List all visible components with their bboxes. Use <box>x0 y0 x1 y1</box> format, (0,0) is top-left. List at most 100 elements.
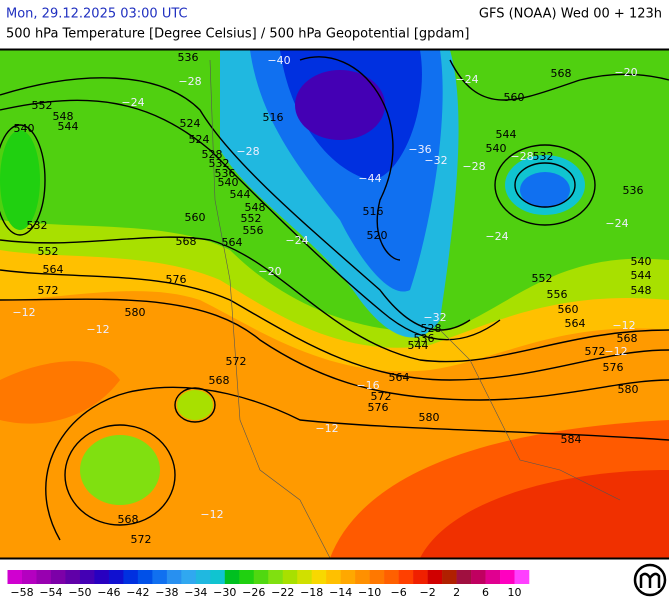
height-label: 540 <box>218 176 239 189</box>
colorbar-swatch <box>94 570 110 584</box>
height-label: 568 <box>551 67 572 80</box>
colorbar-label: −58 <box>10 586 33 599</box>
colorbar-swatch <box>210 570 226 584</box>
colorbar-swatch <box>326 570 341 584</box>
colorbar-label: −14 <box>329 586 352 599</box>
colorbar-swatch <box>355 570 370 584</box>
colorbar-label: −46 <box>97 586 120 599</box>
colorbar-swatch <box>224 570 240 584</box>
colorbar-swatch <box>340 570 356 584</box>
colorbar-label: −42 <box>126 586 149 599</box>
height-label: 560 <box>558 303 579 316</box>
height-label: 568 <box>617 332 638 345</box>
height-label: 552 <box>241 212 262 225</box>
map <box>0 50 669 558</box>
height-label: 548 <box>631 284 652 297</box>
colorbar-label: −26 <box>242 586 265 599</box>
colorbar-swatch <box>413 570 428 584</box>
temperature-label: −12 <box>200 508 223 521</box>
height-label: 576 <box>603 361 624 374</box>
temperature-label: −12 <box>86 323 109 336</box>
temperature-label: −36 <box>408 143 431 156</box>
colorbar-label: −50 <box>68 586 91 599</box>
height-label: 524 <box>180 117 201 130</box>
colorbar-swatch <box>65 570 81 584</box>
colorbar-swatch <box>485 570 501 584</box>
colorbar-swatch <box>181 570 197 584</box>
height-label: 548 <box>245 201 266 214</box>
colorbar-swatch <box>427 570 443 584</box>
colorbar-swatch <box>384 570 399 584</box>
colorbar-swatch <box>253 570 269 584</box>
colorbar-swatch <box>398 570 414 584</box>
temperature-label: −32 <box>424 154 447 167</box>
colorbar-swatch <box>369 570 385 584</box>
colorbar-label: −22 <box>271 586 294 599</box>
temperature-label: −28 <box>178 75 201 88</box>
colorbar-swatch <box>442 570 457 584</box>
colorbar: −58 −54 −50 −46 −42 −38 −34 −30 −26 −22 −18 −14 −10−… <box>7 570 530 599</box>
height-label: 544 <box>58 120 79 133</box>
height-label: 564 <box>389 371 410 384</box>
height-label: 564 <box>222 236 243 249</box>
height-label: 520 <box>367 229 388 242</box>
height-label: 532 <box>533 150 554 163</box>
temperature-label: −24 <box>485 230 508 243</box>
temperature-label: −24 <box>121 96 144 109</box>
colorbar-swatch <box>268 570 284 584</box>
height-label: 580 <box>125 306 146 319</box>
height-label: 536 <box>178 51 199 64</box>
colorbar-swatch <box>21 570 37 584</box>
height-label: 556 <box>243 224 264 237</box>
colorbar-swatch <box>282 570 298 584</box>
temperature-label: −12 <box>315 422 338 435</box>
temperature-label: −28 <box>462 160 485 173</box>
height-label: 544 <box>408 339 429 352</box>
height-label: 564 <box>43 263 64 276</box>
height-label: 536 <box>215 167 236 180</box>
height-label: 568 <box>209 374 230 387</box>
temperature-label: −20 <box>258 265 281 278</box>
colorbar-label: 6 <box>482 586 489 599</box>
temperature-label: −24 <box>455 73 478 86</box>
temperature-label: −44 <box>358 172 381 185</box>
temperature-label: −40 <box>267 54 290 67</box>
colorbar-swatch <box>297 570 313 584</box>
colorbar-swatch <box>7 570 23 584</box>
colorbar-label: −34 <box>184 586 207 599</box>
height-label: 568 <box>118 513 139 526</box>
colorbar-swatch <box>79 570 95 584</box>
height-label: 580 <box>618 383 639 396</box>
colorbar-swatch <box>500 570 515 584</box>
height-label: 516 <box>363 205 384 218</box>
colorbar-swatch <box>311 570 327 584</box>
temperature-label: −28 <box>510 150 533 163</box>
height-label: 568 <box>176 235 197 248</box>
height-label: 576 <box>368 401 389 414</box>
temperature-label: −24 <box>605 217 628 230</box>
colorbar-swatch <box>456 570 472 584</box>
height-label: 560 <box>504 91 525 104</box>
colorbar-label: −30 <box>213 586 236 599</box>
temperature-label: −28 <box>236 145 259 158</box>
temperature-label: −20 <box>614 66 637 79</box>
height-label: 532 <box>209 157 230 170</box>
colorbar-swatch <box>50 570 66 584</box>
colorbar-swatch <box>166 570 182 584</box>
height-label: 564 <box>565 317 586 330</box>
temperature-label: −16 <box>356 379 379 392</box>
colorbar-label: −18 <box>300 586 323 599</box>
colorbar-swatch <box>36 570 52 584</box>
colorbar-label: 10 <box>508 586 522 599</box>
height-label: 540 <box>486 142 507 155</box>
colorbar-label: −54 <box>39 586 62 599</box>
colorbar-label: −2 <box>419 586 435 599</box>
height-label: 544 <box>496 128 517 141</box>
colorbar-swatch <box>108 570 124 584</box>
height-label: 552 <box>532 272 553 285</box>
height-label: 572 <box>226 355 247 368</box>
colorbar-label: −38 <box>155 586 178 599</box>
height-label: 524 <box>189 133 210 146</box>
height-label: 556 <box>547 288 568 301</box>
